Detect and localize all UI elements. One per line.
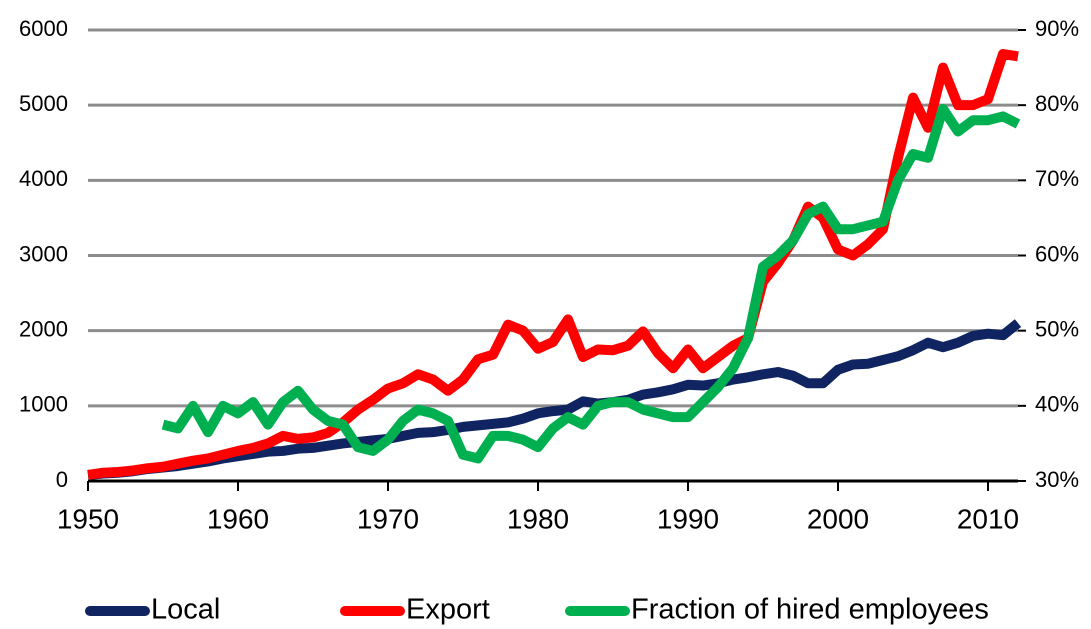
y2-tick-label: 60% (1035, 241, 1079, 266)
y-tick-label: 1000 (19, 392, 68, 417)
x-tick-label: 1970 (357, 503, 419, 534)
legend-label: Export (406, 594, 490, 626)
y-tick-label: 4000 (19, 166, 68, 191)
y-tick-label: 3000 (19, 241, 68, 266)
x-tick-label: 2000 (807, 503, 869, 534)
y2-tick-label: 70% (1035, 166, 1079, 191)
y-tick-label: 0 (56, 467, 68, 492)
legend-label: Local (151, 594, 220, 626)
series-line (87, 319, 1022, 480)
x-tick-label: 1950 (57, 503, 119, 534)
y2-tick-label: 80% (1035, 91, 1079, 116)
series-line (161, 103, 1021, 464)
y2-tick-label: 30% (1035, 467, 1079, 492)
x-tick-label: 1960 (207, 503, 269, 534)
legend-label: Fraction of hired employees (631, 594, 989, 626)
series-line (87, 49, 1019, 480)
x-tick-label: 1980 (507, 503, 569, 534)
y-tick-label: 2000 (19, 316, 68, 341)
x-tick-label: 1990 (657, 503, 719, 534)
x-tick-label: 2010 (957, 503, 1019, 534)
y-tick-label: 5000 (19, 91, 68, 116)
y-tick-label: 6000 (19, 16, 68, 41)
y2-tick-label: 40% (1035, 392, 1079, 417)
y2-tick-label: 90% (1035, 16, 1079, 41)
y2-tick-label: 50% (1035, 316, 1079, 341)
